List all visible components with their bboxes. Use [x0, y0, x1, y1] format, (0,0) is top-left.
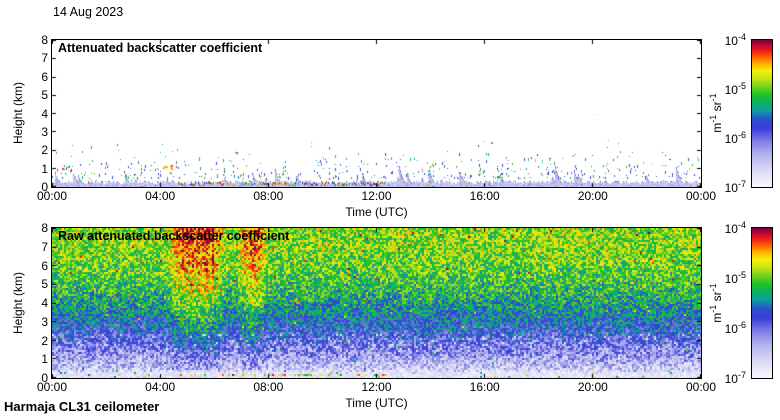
y-tick-label: 8	[41, 33, 48, 47]
x-tick-label: 16:00	[469, 189, 500, 203]
x-tick-label: 00:00	[36, 189, 68, 203]
x-tick-label: 16:00	[469, 380, 500, 394]
x-tick-label: 04:00	[145, 189, 176, 203]
colorbar-unit-text: m-1 sr-1	[708, 93, 724, 133]
colorbar-top	[751, 39, 773, 188]
colorbar-bottom	[751, 227, 773, 379]
colorbar-tick-label: 10-6	[724, 130, 746, 146]
x-tick-label: 00:00	[36, 380, 68, 394]
x-axis-label-top: Time (UTC)	[345, 205, 408, 219]
x-tick-label: 00:00	[685, 189, 717, 203]
x-tick-label: 12:00	[361, 380, 392, 394]
x-tick-label: 20:00	[577, 380, 608, 394]
y-tick-label: 1	[41, 352, 48, 367]
colorbar-tick-label: 10-7	[724, 179, 746, 195]
colorbar-tick-labels-top: 10-4 10-5 10-6 10-7	[700, 33, 746, 195]
y-tick-labels-bottom: 8 7 6 5 4 3 2 1 0	[20, 222, 48, 384]
x-tick-labels-top: 00:00 04:00 08:00 12:00 16:00 20:00 00:00	[37, 189, 716, 204]
y-tick-label: 5	[41, 88, 48, 103]
x-tick-label: 20:00	[577, 189, 608, 203]
y-tick-label: 1	[41, 161, 48, 176]
x-tick-label: 12:00	[361, 189, 392, 203]
panel-title-attenuated: Attenuated backscatter coefficient	[58, 41, 263, 55]
colorbar-tick-labels-bottom: 10-4 10-5 10-6 10-7	[700, 221, 746, 386]
x-tick-labels-bottom: 00:00 04:00 08:00 12:00 16:00 20:00 00:00	[37, 380, 716, 395]
panel-raw: Raw attenuated backscatter coefficient	[51, 227, 702, 379]
x-axis-label-bottom: Time (UTC)	[345, 396, 408, 410]
colorbar-tick-label: 10-6	[724, 320, 746, 336]
colorbar-unit-text: m-1 sr-1	[708, 283, 724, 323]
panel-title-raw: Raw attenuated backscatter coefficient	[58, 229, 290, 243]
raw-backscatter-heatmap	[52, 228, 701, 378]
colorbar-gradient-top	[752, 40, 772, 187]
y-tick-label: 8	[41, 221, 48, 235]
y-tick-label: 5	[41, 277, 48, 292]
colorbar-tick-label: 10-7	[724, 370, 746, 386]
y-tick-label: 7	[41, 239, 48, 254]
y-tick-label: 4	[41, 296, 48, 310]
x-tick-label: 08:00	[253, 189, 284, 203]
y-tick-label: 6	[41, 69, 48, 84]
y-tick-labels-top: 8 7 6 5 4 3 2 1 0	[20, 34, 48, 193]
x-tick-label: 08:00	[253, 380, 284, 394]
colorbar-tick-label: 10-5	[724, 81, 746, 97]
x-tick-label: 00:00	[685, 380, 717, 394]
y-tick-label: 0	[41, 180, 48, 194]
y-tick-label: 7	[41, 51, 48, 66]
attenuated-backscatter-heatmap	[52, 40, 701, 187]
y-tick-label: 0	[41, 371, 48, 385]
colorbar-gradient-bottom	[752, 228, 772, 378]
colorbar-tick-label: 10-4	[724, 220, 746, 236]
station-label: Harmaja CL31 ceilometer	[4, 399, 160, 414]
y-tick-label: 3	[41, 314, 48, 329]
y-tick-label: 4	[41, 106, 48, 121]
colorbar-tick-label: 10-5	[724, 270, 746, 286]
y-tick-label: 2	[41, 333, 48, 348]
x-tick-label: 04:00	[145, 380, 176, 394]
date-label: 14 Aug 2023	[53, 5, 124, 19]
panel-attenuated: Attenuated backscatter coefficient	[51, 39, 702, 188]
y-tick-label: 3	[41, 124, 48, 139]
y-tick-label: 6	[41, 258, 48, 273]
y-tick-label: 2	[41, 143, 48, 158]
colorbar-tick-label: 10-4	[724, 32, 746, 48]
